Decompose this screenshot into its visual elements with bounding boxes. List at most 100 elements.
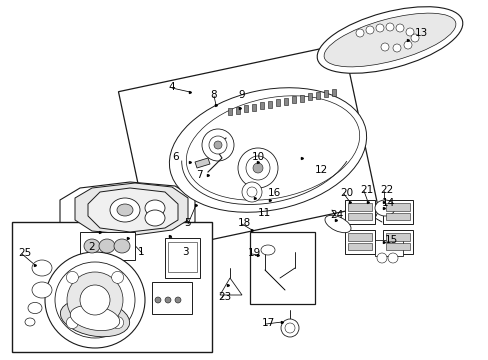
Text: 5: 5 [183,218,190,228]
Ellipse shape [261,245,274,255]
Text: 12: 12 [314,165,327,175]
Polygon shape [60,182,195,240]
Text: 13: 13 [414,28,427,38]
Ellipse shape [365,26,373,34]
Ellipse shape [32,282,52,298]
Text: 17: 17 [262,318,275,328]
Text: 7: 7 [196,170,202,180]
Ellipse shape [111,317,123,329]
Ellipse shape [246,187,257,197]
Ellipse shape [410,34,418,42]
Ellipse shape [60,299,129,337]
Bar [299,94,304,102]
Ellipse shape [375,24,383,32]
Bar [345,200,374,224]
Text: 2: 2 [88,242,95,252]
Polygon shape [88,188,178,232]
Ellipse shape [66,317,78,329]
Bar [385,233,409,241]
Bar [244,105,247,112]
Bar [152,282,192,314]
Ellipse shape [208,136,226,154]
Ellipse shape [403,41,411,49]
Text: 20: 20 [339,188,352,198]
Bar [345,230,374,254]
Ellipse shape [242,182,262,202]
Text: 23: 23 [218,292,231,302]
Bar [307,93,311,100]
Ellipse shape [114,239,130,253]
Bar [284,98,287,104]
Ellipse shape [380,43,388,51]
Text: 24: 24 [329,210,343,220]
Text: 3: 3 [182,247,188,257]
Bar [324,90,327,97]
Bar [315,91,319,99]
Bar [236,107,240,113]
Ellipse shape [145,210,164,226]
Polygon shape [118,44,377,252]
Bar [267,100,271,108]
Bar [382,200,412,224]
Text: 1: 1 [138,247,144,257]
Text: 22: 22 [379,185,392,195]
Bar [382,230,412,254]
Ellipse shape [99,239,115,253]
Ellipse shape [67,272,123,328]
Bar [249,232,314,304]
Text: 8: 8 [209,90,216,100]
Ellipse shape [325,215,350,233]
Ellipse shape [202,129,234,161]
Ellipse shape [324,13,455,67]
Bar [347,243,371,250]
Bar [291,96,295,103]
Ellipse shape [45,252,145,348]
Polygon shape [75,183,187,235]
Text: 19: 19 [247,248,261,258]
Bar [347,233,371,241]
Ellipse shape [169,88,366,212]
Ellipse shape [245,156,269,180]
Polygon shape [195,158,209,168]
Bar [331,89,335,95]
Bar [385,243,409,250]
Ellipse shape [281,319,298,337]
Ellipse shape [164,297,171,303]
Bar [347,203,371,211]
Ellipse shape [175,297,181,303]
Text: 4: 4 [168,82,174,92]
Text: 15: 15 [384,235,397,245]
Ellipse shape [66,271,78,283]
Bar [168,242,197,272]
Ellipse shape [155,297,161,303]
Bar [164,238,200,278]
Ellipse shape [55,262,135,338]
Ellipse shape [214,141,222,149]
Bar [260,102,264,109]
Bar [227,108,231,115]
Ellipse shape [252,163,263,173]
Text: 14: 14 [381,198,394,208]
Text: 18: 18 [238,218,251,228]
Bar [251,104,256,111]
Text: 25: 25 [18,248,31,258]
Text: 21: 21 [359,185,372,195]
Ellipse shape [317,7,462,73]
Ellipse shape [80,285,110,315]
Ellipse shape [355,29,363,37]
Text: 16: 16 [267,188,281,198]
Ellipse shape [387,253,397,263]
Text: 10: 10 [251,152,264,162]
Ellipse shape [25,318,35,326]
Bar [385,213,409,220]
Ellipse shape [385,23,393,31]
Bar [80,232,135,260]
Ellipse shape [28,302,42,314]
Bar [347,213,371,220]
Ellipse shape [285,323,294,333]
Text: 11: 11 [258,208,271,218]
Ellipse shape [392,44,400,52]
Ellipse shape [374,200,394,216]
Bar [374,240,402,256]
Ellipse shape [111,271,123,283]
